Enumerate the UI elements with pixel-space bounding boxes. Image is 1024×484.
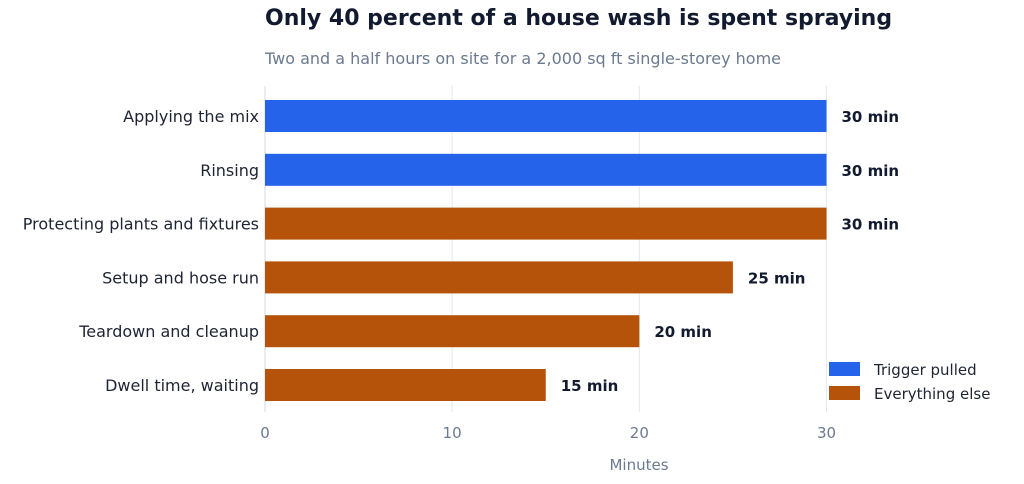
x-tick-label: 0 [260, 424, 270, 442]
bar [265, 100, 827, 132]
category-label: Applying the mix [123, 107, 259, 126]
bar [265, 315, 640, 348]
data-label: 20 min [654, 323, 712, 341]
category-label: Dwell time, waiting [105, 376, 259, 395]
legend-label: Trigger pulled [873, 361, 977, 379]
x-tick-label: 30 [817, 424, 836, 442]
legend: Trigger pulled Everything else [829, 361, 990, 403]
x-tick-label: 20 [630, 424, 649, 442]
data-label: 15 min [561, 377, 619, 395]
labels: 0 10 20 30 Applying the mix 30 min Rinsing 30 m… [23, 107, 899, 442]
category-label: Setup and hose run [102, 268, 259, 287]
data-label: 30 min [842, 108, 900, 126]
data-label: 30 min [842, 162, 900, 180]
bar [265, 261, 733, 294]
data-label: 30 min [842, 216, 900, 234]
bar [265, 153, 827, 186]
data-label: 25 min [748, 269, 806, 287]
category-label: Rinsing [200, 161, 259, 180]
legend-swatch [829, 362, 860, 376]
category-label: Teardown and cleanup [78, 322, 259, 341]
bar [265, 369, 546, 401]
bars [265, 100, 827, 401]
category-label: Protecting plants and fixtures [23, 215, 259, 234]
legend-swatch [829, 386, 860, 400]
x-tick-label: 10 [443, 424, 462, 442]
legend-label: Everything else [874, 385, 990, 403]
x-axis-label: Minutes [609, 456, 668, 474]
chart-title: Only 40 percent of a house wash is spent… [265, 6, 893, 31]
gridlines [264, 86, 827, 412]
bar [265, 207, 827, 240]
chart-subtitle: Two and a half hours on site for a 2,000… [265, 49, 782, 68]
